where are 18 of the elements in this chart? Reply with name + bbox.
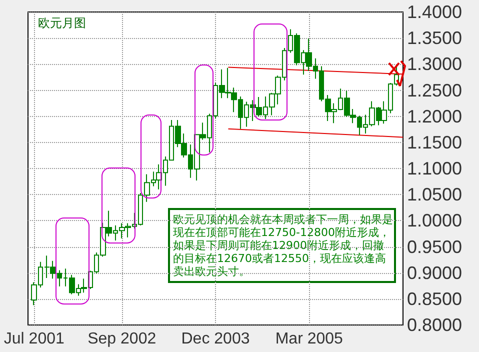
y-tick-label: 1.3500 (407, 28, 462, 48)
y-tick-label: 1.4000 (407, 2, 462, 22)
chart-title: 欧元月图 (38, 16, 86, 30)
x-tick-label: Jul 2001 (4, 330, 65, 348)
x-tick-label: Sep 2002 (88, 330, 156, 348)
x-tick-label: Dec 2003 (181, 330, 250, 348)
y-tick-label: 0.9500 (407, 236, 462, 257)
y-tick-label: 0.8000 (407, 315, 462, 335)
y-tick-label: 1.2500 (407, 80, 462, 100)
y-tick-label: 1.0000 (407, 210, 462, 231)
x-tick-label: Mar 2005 (275, 330, 344, 348)
y-tick-label: 1.2000 (407, 106, 462, 126)
y-tick-label: 0.8500 (407, 288, 462, 309)
y-tick-label: 1.0500 (407, 184, 462, 205)
y-tick-label: 1.1000 (407, 158, 462, 178)
y-tick-label: 1.1500 (407, 132, 462, 152)
y-tick-label: 0.9000 (407, 262, 462, 283)
y-tick-label: 1.3000 (407, 54, 462, 74)
